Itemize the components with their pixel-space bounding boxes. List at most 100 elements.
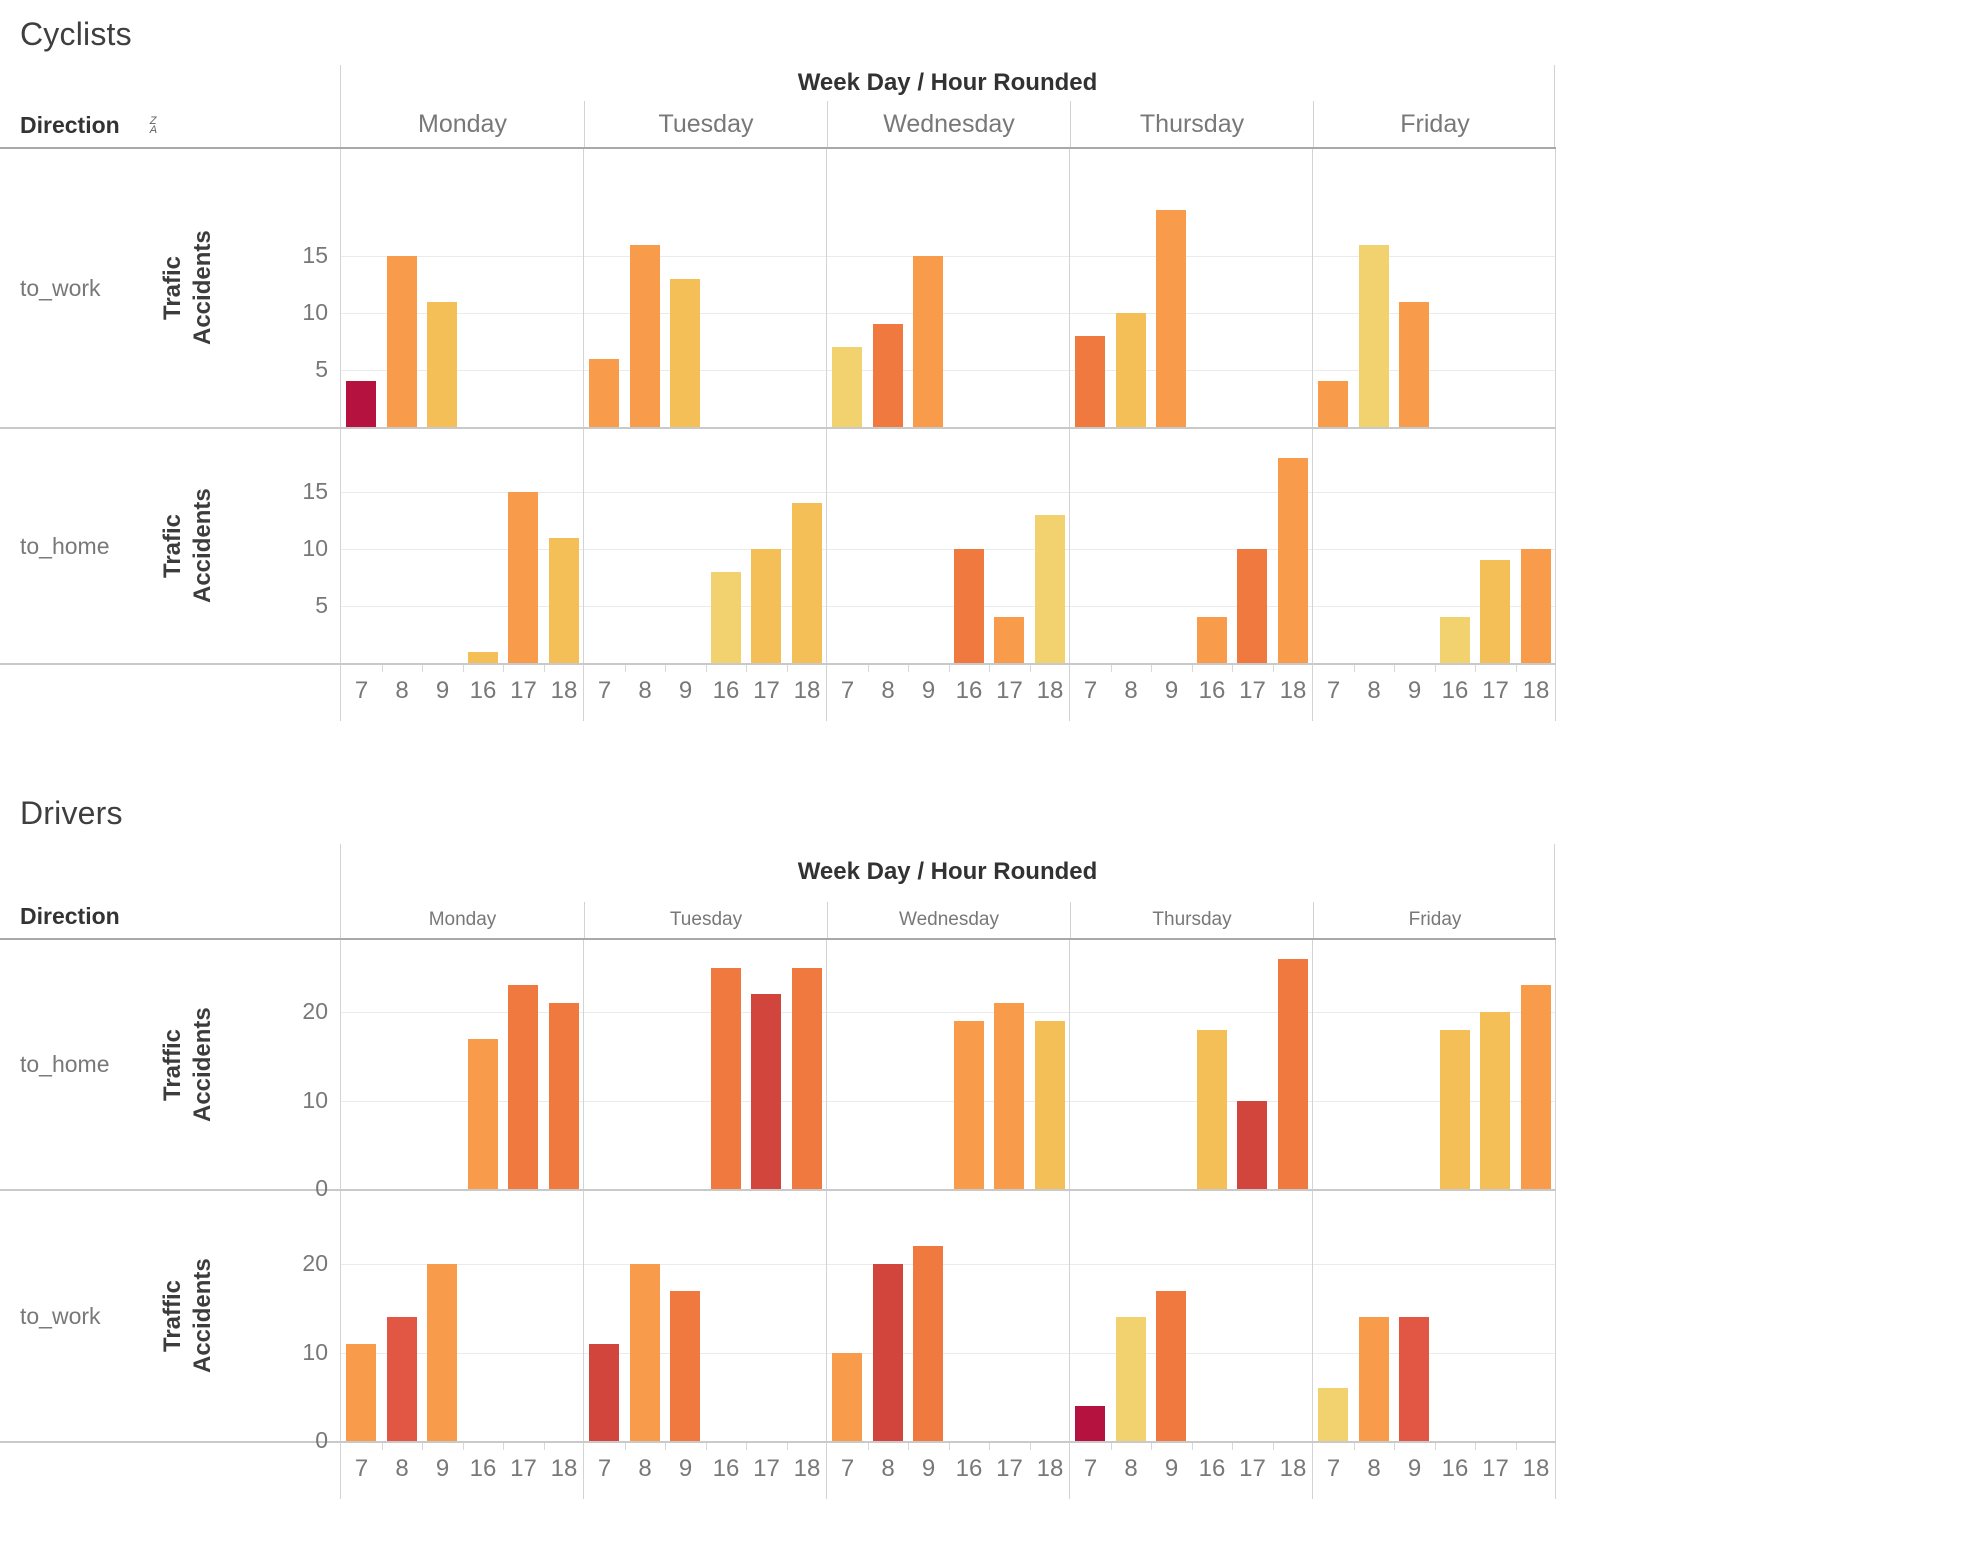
axis-tick-mark [503, 665, 504, 672]
bar-to_work-friday-9[interactable] [1399, 1317, 1430, 1441]
bar-to_home-thursday-17[interactable] [1237, 1100, 1268, 1189]
bar-to_home-wednesday-18[interactable] [1034, 514, 1065, 663]
axis-tick-mark [381, 1443, 383, 1450]
bar-to_home-monday-16[interactable] [467, 1038, 498, 1189]
hour-axis: 7 8 9 16 17 18 7 8 9 16 17 18 7 8 9 16 17 18 7 8 9 16 17 18 7 8 9 1… [340, 665, 1556, 721]
gridline [341, 606, 583, 607]
column-header-tuesday: Tuesday [584, 902, 827, 938]
y-axis-title-cell: Trafic Accidents [135, 149, 240, 427]
axis-tick-mark [746, 665, 747, 672]
bar-to_home-tuesday-16[interactable] [710, 967, 741, 1189]
bar-to_home-friday-18[interactable] [1520, 985, 1551, 1189]
bar-to_work-monday-7[interactable] [346, 1343, 377, 1441]
bar-to_home-thursday-16[interactable] [1196, 617, 1227, 663]
bar-to_home-wednesday-17[interactable] [994, 1003, 1025, 1189]
bar-to_work-thursday-9[interactable] [1156, 1290, 1187, 1441]
bar-to_work-wednesday-7[interactable] [832, 347, 863, 427]
gridline [584, 606, 826, 607]
pane-monday-to_work [341, 1191, 584, 1441]
bar-to_home-tuesday-18[interactable] [791, 967, 822, 1189]
axis-tick-mark [1353, 665, 1355, 672]
bar-to_home-monday-18[interactable] [548, 537, 579, 663]
bar-to_home-tuesday-17[interactable] [751, 549, 782, 663]
bar-to_work-friday-8[interactable] [1358, 244, 1389, 427]
row-label-to_work: to_work [20, 274, 101, 301]
x-tick-label: 8 [1367, 677, 1381, 704]
bar-to_work-wednesday-8[interactable] [872, 1264, 903, 1441]
x-tick-label: 8 [638, 677, 652, 704]
column-header-area: Week Day / Hour Rounded Monday Tuesday Wed… [340, 844, 1555, 938]
x-tick-label: 18 [1279, 677, 1307, 704]
gridline [341, 549, 583, 550]
bar-to_work-thursday-7[interactable] [1075, 335, 1106, 427]
bar-to_home-thursday-16[interactable] [1196, 1029, 1227, 1189]
bar-to_work-monday-8[interactable] [386, 1317, 417, 1441]
axis-tick-mark [665, 1443, 666, 1450]
gridline [1313, 606, 1555, 607]
x-tick-label: 18 [793, 1455, 821, 1482]
bar-to_work-wednesday-9[interactable] [913, 1246, 944, 1441]
bar-to_work-wednesday-7[interactable] [832, 1352, 863, 1441]
bar-to_work-tuesday-7[interactable] [589, 358, 620, 427]
column-header-monday: Monday [418, 109, 507, 138]
axis-tick-mark [705, 665, 707, 672]
x-tick-label: 9 [921, 677, 936, 704]
bar-to_work-tuesday-8[interactable] [629, 244, 660, 427]
x-tick-label: 17 [1239, 1455, 1266, 1482]
bar-to_work-friday-8[interactable] [1358, 1317, 1389, 1441]
bar-to_home-tuesday-16[interactable] [710, 571, 741, 663]
bar-to_home-friday-17[interactable] [1480, 1012, 1511, 1189]
bar-to_work-monday-9[interactable] [427, 301, 458, 427]
bar-to_home-monday-17[interactable] [508, 985, 539, 1189]
bar-to_work-tuesday-7[interactable] [589, 1343, 620, 1441]
bar-to_home-monday-18[interactable] [548, 1003, 579, 1189]
bar-to_work-friday-7[interactable] [1318, 381, 1349, 427]
column-header-friday: Friday [1313, 101, 1556, 147]
bar-to_work-thursday-9[interactable] [1156, 210, 1187, 427]
column-header-monday: Monday [428, 909, 497, 930]
bar-to_work-friday-7[interactable] [1318, 1387, 1349, 1441]
bar-to_work-tuesday-8[interactable] [629, 1264, 660, 1441]
bar-to_work-tuesday-9[interactable] [670, 1290, 701, 1441]
bar-to_home-thursday-18[interactable] [1277, 457, 1308, 663]
hour-axis-tuesday: 7 8 9 16 17 18 [584, 665, 827, 721]
bar-to_work-wednesday-9[interactable] [913, 256, 944, 427]
bar-to_work-thursday-8[interactable] [1115, 313, 1146, 427]
bar-to_work-monday-9[interactable] [427, 1264, 458, 1441]
bar-to_home-tuesday-18[interactable] [791, 503, 822, 663]
x-tick-label: 8 [1124, 677, 1138, 704]
bar-to_work-wednesday-8[interactable] [872, 324, 903, 427]
column-header-wednesday: Wednesday [827, 902, 1070, 938]
column-header-thursday: Thursday [1070, 902, 1313, 938]
bar-to_home-thursday-18[interactable] [1277, 958, 1308, 1189]
bar-to_home-monday-16[interactable] [467, 651, 498, 663]
bar-to_home-friday-18[interactable] [1520, 549, 1551, 663]
bar-to_work-friday-9[interactable] [1399, 301, 1430, 427]
x-tick-label: 9 [435, 677, 450, 704]
x-tick-label: 7 [840, 1455, 855, 1482]
bar-to_home-friday-16[interactable] [1439, 617, 1470, 663]
bar-to_home-monday-17[interactable] [508, 492, 539, 663]
bar-to_work-monday-8[interactable] [386, 256, 417, 427]
pane-friday-to_work [1313, 1191, 1556, 1441]
bar-to_home-wednesday-17[interactable] [994, 617, 1025, 663]
bar-to_home-thursday-17[interactable] [1237, 549, 1268, 663]
bar-to_home-wednesday-16[interactable] [953, 549, 984, 663]
bar-to_work-monday-7[interactable] [346, 381, 377, 427]
y-tick-label: 10 [302, 1338, 328, 1365]
bar-to_home-friday-17[interactable] [1480, 560, 1511, 663]
y-tick-label: 15 [302, 242, 328, 268]
gridline [584, 256, 826, 257]
axis-tick-mark [624, 665, 626, 672]
bar-to_home-wednesday-18[interactable] [1034, 1020, 1065, 1189]
gridline [827, 256, 1069, 257]
bar-to_work-thursday-8[interactable] [1115, 1317, 1146, 1441]
bar-to_home-wednesday-16[interactable] [953, 1020, 984, 1189]
bar-to_home-friday-16[interactable] [1439, 1029, 1470, 1189]
bar-to_home-tuesday-17[interactable] [751, 994, 782, 1189]
gridline [1313, 370, 1555, 371]
bar-to_work-thursday-7[interactable] [1075, 1405, 1106, 1441]
bar-to_work-tuesday-9[interactable] [670, 278, 701, 427]
gridline [1070, 256, 1312, 257]
